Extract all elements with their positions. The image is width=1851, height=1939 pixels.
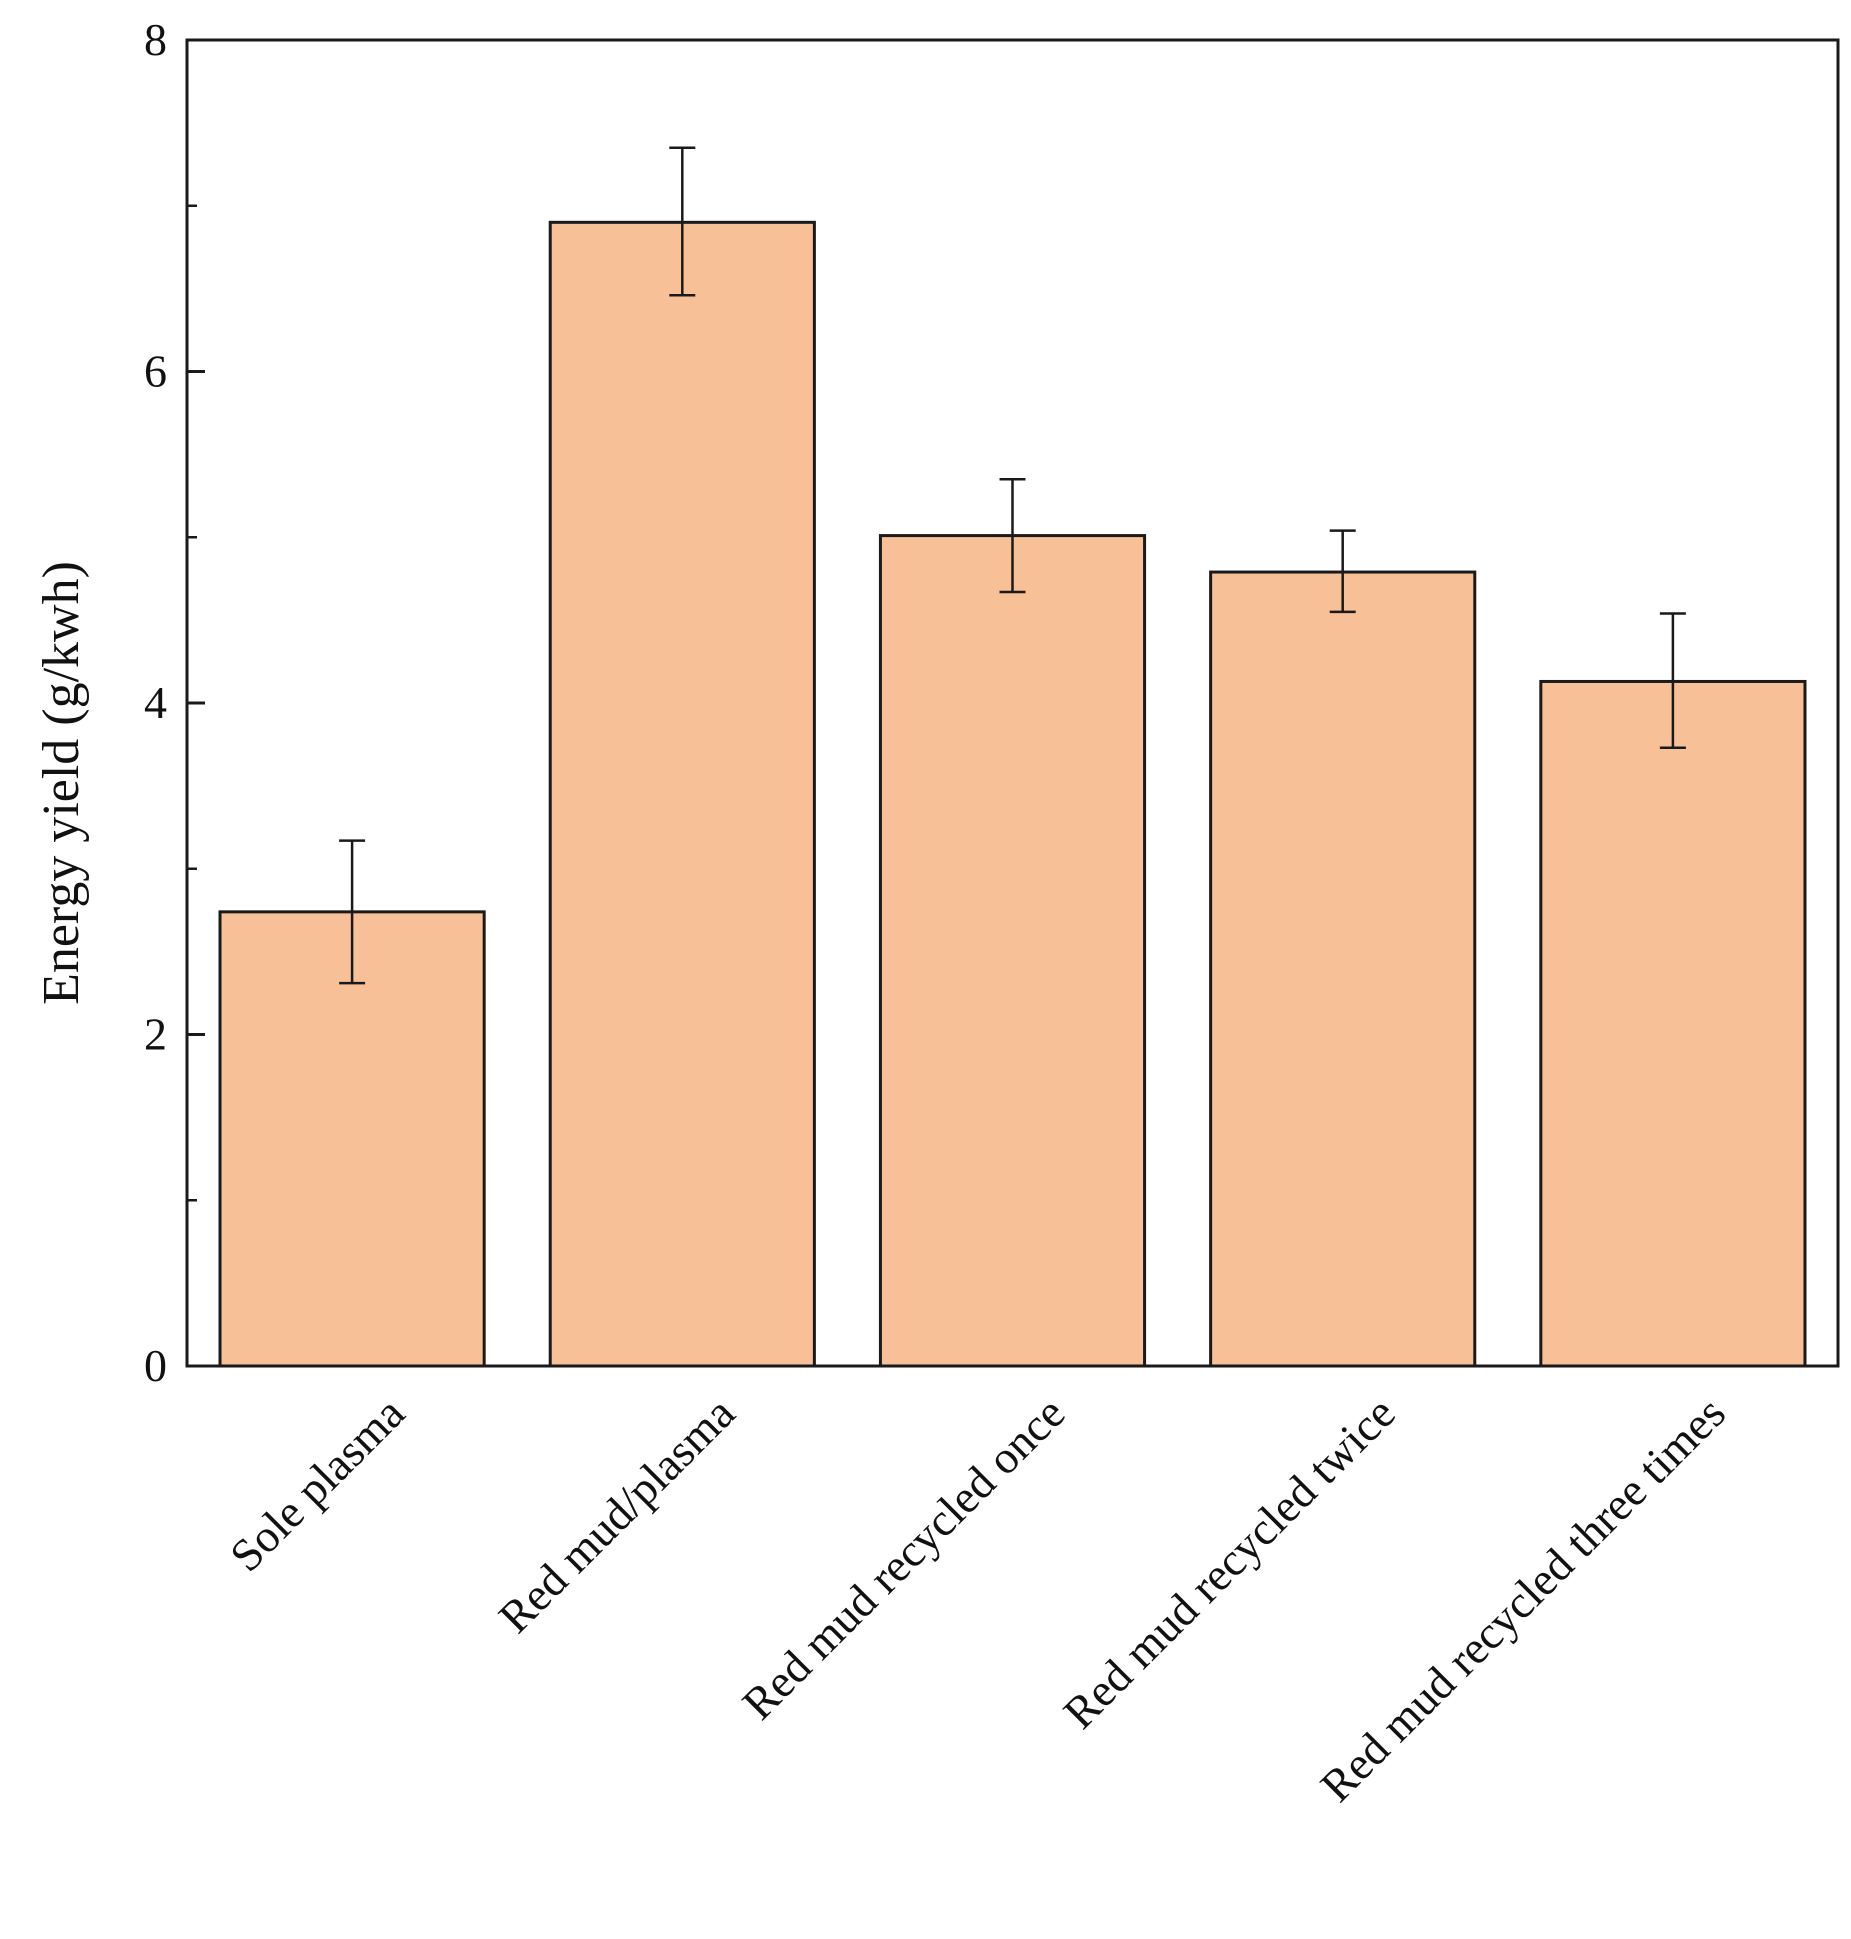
y-tick-label: 8 (144, 14, 167, 65)
x-tick-label: Sole plasma (220, 1387, 414, 1581)
y-tick-label: 6 (144, 346, 167, 397)
bar (548, 220, 816, 1368)
x-tick-label: Red mud recycled twice (1054, 1387, 1405, 1738)
bar (1209, 570, 1477, 1368)
y-tick-label: 0 (144, 1340, 167, 1391)
x-tick-label: Red mud recycled once (732, 1387, 1074, 1729)
error-bar (339, 839, 366, 985)
y-tick-label: 4 (144, 677, 167, 728)
y-axis: 0 2 4 6 8 (144, 14, 205, 1391)
bar (878, 534, 1147, 1368)
error-bar (1659, 612, 1686, 750)
bar (1539, 679, 1807, 1368)
error-bar (1329, 529, 1356, 614)
error-bar (669, 146, 696, 297)
error-bars-layer (339, 146, 1686, 985)
bar (218, 910, 486, 1368)
y-axis-title: Energy yield (g/kwh) (33, 561, 90, 1005)
y-tick-label: 2 (144, 1009, 167, 1060)
x-tick-label: Red mud/plasma (489, 1387, 745, 1643)
bars-layer (218, 220, 1807, 1368)
error-bar (999, 477, 1026, 594)
